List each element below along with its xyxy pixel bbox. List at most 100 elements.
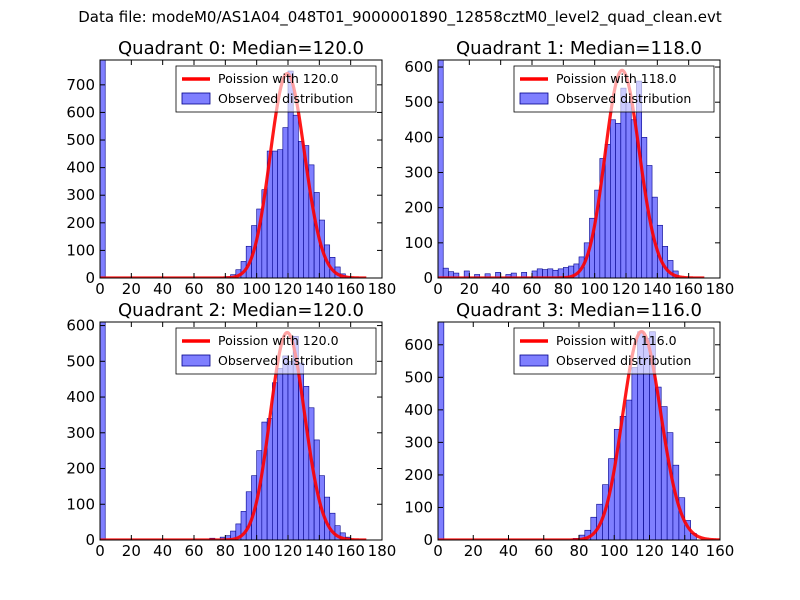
y-tick-label: 100	[66, 241, 95, 259]
legend-bar-swatch	[181, 354, 211, 367]
x-tick-label: 100	[242, 280, 271, 298]
x-tick-label: 40	[153, 280, 172, 298]
subplot-title: Quadrant 2: Median=120.0	[118, 300, 364, 321]
y-tick-label: 100	[66, 495, 95, 513]
figure-title: Data file: modeM0/AS1A04_048T01_90000018…	[78, 8, 722, 26]
y-tick-label: 300	[404, 164, 433, 182]
histogram-bar	[453, 272, 460, 278]
y-tick-label: 200	[66, 214, 95, 232]
y-tick-label: 700	[66, 76, 95, 94]
x-tick-label: 100	[600, 542, 629, 560]
histogram-bar	[272, 382, 278, 540]
legend: Poission with 120.0 Observed distribution	[175, 65, 377, 113]
x-tick-label: 20	[122, 280, 141, 298]
plot-frame	[437, 59, 721, 279]
x-tick-label: 100	[580, 280, 609, 298]
histogram-bar	[438, 60, 444, 278]
x-tick-label: 120	[274, 542, 303, 560]
y-tick-label: 200	[404, 199, 433, 217]
x-tick-label: 80	[569, 542, 588, 560]
histogram-bar	[277, 149, 284, 278]
x-tick-label: 140	[305, 542, 334, 560]
legend-label-poisson: Poission with 120.0	[218, 71, 339, 86]
y-tick-label: 400	[66, 159, 95, 177]
x-tick-label: 40	[491, 280, 510, 298]
y-tick-label: 600	[66, 317, 95, 335]
y-tick-label: 300	[404, 433, 433, 451]
x-tick-label: 120	[612, 280, 641, 298]
legend-label-poisson: Poission with 116.0	[556, 333, 677, 348]
plot-frame	[99, 321, 383, 541]
x-tick-label: 20	[464, 542, 483, 560]
histogram-bar	[292, 114, 299, 278]
x-tick-label: 120	[635, 542, 664, 560]
y-tick-label: 100	[404, 234, 433, 252]
y-tick-label: 500	[66, 352, 95, 370]
y-tick-label: 0	[423, 269, 433, 287]
y-tick-label: 300	[66, 186, 95, 204]
x-tick-label: 60	[184, 542, 203, 560]
x-tick-label: 60	[522, 280, 541, 298]
histogram-bar	[438, 322, 445, 540]
histogram-bar	[272, 150, 278, 278]
histogram-bar	[287, 361, 294, 540]
subplot-title: Quadrant 0: Median=120.0	[118, 38, 364, 59]
histogram-bar	[100, 322, 106, 540]
y-tick-label: 600	[404, 336, 433, 354]
quadrant-1-panel: 0 20 40 60 80 100 120 140 160 1800100200300400500…	[404, 38, 734, 298]
x-tick-label: 120	[274, 280, 303, 298]
histogram-bars	[438, 322, 697, 540]
x-tick-label: 100	[242, 542, 271, 560]
y-tick-label: 600	[66, 103, 95, 121]
x-tick-label: 140	[670, 542, 699, 560]
x-tick-label: 160	[336, 280, 365, 298]
quadrant-0-panel: 0 20 40 60 80 100 120 140 160 1800100200300400500…	[66, 38, 396, 298]
y-tick-label: 500	[404, 93, 433, 111]
x-tick-label: 0	[95, 280, 105, 298]
y-tick-label: 400	[66, 388, 95, 406]
x-tick-label: 40	[153, 542, 172, 560]
legend-label-observed: Observed distribution	[218, 91, 353, 106]
legend: Poission with 116.0 Observed distribution	[513, 327, 715, 375]
legend-label-poisson: Poission with 120.0	[218, 333, 339, 348]
legend-bar-swatch	[181, 92, 211, 105]
plot-frame	[99, 59, 383, 279]
poisson-curve	[438, 68, 705, 278]
x-tick-label: 20	[122, 542, 141, 560]
x-tick-label: 80	[554, 280, 573, 298]
x-tick-label: 140	[643, 280, 672, 298]
histogram-bar	[245, 491, 252, 540]
legend-label-observed: Observed distribution	[556, 91, 691, 106]
x-tick-label: 160	[706, 542, 735, 560]
quadrant-2-panel: 0 20 40 60 80 100 120 140 160 1800100200300400500…	[66, 300, 396, 560]
histogram-bar	[510, 272, 517, 278]
histogram-bar	[604, 144, 611, 278]
x-tick-label: 60	[184, 280, 203, 298]
x-tick-label: 180	[368, 542, 397, 560]
y-tick-label: 500	[404, 368, 433, 386]
histogram-bar	[631, 367, 639, 540]
legend: Poission with 120.0 Observed distribution	[175, 327, 377, 375]
y-tick-label: 600	[404, 58, 433, 76]
histogram-bar	[100, 60, 106, 278]
x-tick-label: 160	[674, 280, 703, 298]
poisson-curve	[100, 71, 367, 278]
x-tick-label: 180	[368, 280, 397, 298]
legend-bar-swatch	[519, 354, 549, 367]
y-tick-label: 500	[66, 131, 95, 149]
y-tick-label: 0	[85, 531, 95, 549]
quadrant-3-panel: 0 20 40 60 80 100 120 140 160 0 100 200 300 400 500 600…	[404, 300, 734, 560]
subplot-title: Quadrant 1: Median=118.0	[456, 38, 702, 59]
histogram-bar	[277, 368, 284, 540]
x-tick-label: 80	[216, 280, 235, 298]
x-tick-label: 180	[706, 280, 735, 298]
x-tick-label: 0	[433, 280, 443, 298]
histogram-bar	[298, 141, 305, 278]
x-tick-label: 40	[499, 542, 518, 560]
histogram-bar	[282, 355, 289, 540]
y-tick-label: 400	[404, 128, 433, 146]
y-tick-label: 100	[404, 498, 433, 516]
x-tick-label: 0	[433, 542, 443, 560]
histogram-bar	[625, 399, 633, 540]
